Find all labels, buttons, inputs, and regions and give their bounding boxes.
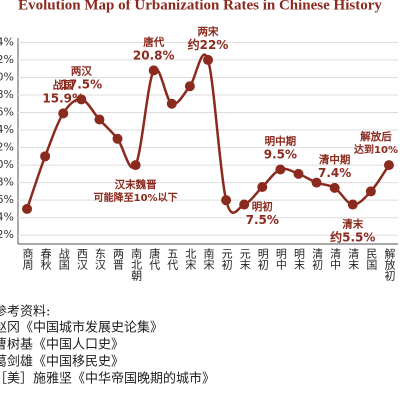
marker [166, 98, 177, 109]
value-label: 解放后达到10% [354, 130, 398, 156]
y-tick-label: 24% [0, 35, 14, 48]
marker [203, 54, 213, 65]
x-tick-label: 西汉 [75, 248, 88, 271]
y-tick-label: 22% [0, 53, 14, 66]
marker [184, 81, 195, 92]
y-tick-label: 4% [0, 211, 14, 224]
marker [22, 203, 33, 214]
value-label: 清中期 7.4% [318, 153, 351, 180]
value-label: 明中期 9.5% [264, 134, 297, 161]
reference: 曹树基《中国人口史》 [0, 338, 124, 353]
marker [311, 177, 322, 188]
marker [329, 182, 340, 193]
x-tick-label: 清中 [329, 248, 342, 270]
value-label: 汉末魏晋可能降至10%以下 [94, 178, 178, 204]
x-tick-label: 五代 [166, 248, 179, 271]
marker [40, 151, 51, 162]
references-heading: 参考资料: [0, 304, 50, 320]
reference: ［美］施雅坚《中华帝国晚期的城市》 [0, 371, 215, 387]
x-tick-label: 商周 [21, 247, 34, 271]
y-tick-label: 6% [0, 193, 14, 206]
chart-title: Evolution Map of Urbanization Rates in C… [18, 0, 382, 13]
x-tick-label: 清末 [347, 248, 360, 271]
marker [130, 160, 141, 171]
y-tick-label: 8% [0, 176, 14, 189]
marker [112, 133, 123, 144]
marker [293, 168, 304, 179]
value-label: 明初 7.5% [246, 200, 279, 227]
x-tick-label: 元初 [220, 248, 233, 271]
marker [239, 199, 250, 210]
x-tick-label: 明末 [292, 248, 305, 271]
x-tick-label: 东汉 [93, 248, 106, 271]
marker [58, 108, 69, 119]
marker [383, 160, 394, 171]
value-label: 战国 15.9% [42, 78, 84, 105]
x-tick-label: 两晋 [112, 248, 125, 271]
marker [94, 114, 105, 125]
x-tick-label: 唐代 [148, 247, 161, 271]
x-tick-label: 明初 [256, 248, 269, 271]
x-tick-label: 清初 [311, 248, 324, 271]
value-label: 清末约5.5% [330, 218, 375, 245]
y-tick-label: 16% [0, 106, 14, 119]
y-tick-label: 14% [0, 123, 14, 136]
marker [148, 65, 159, 76]
value-label: 唐代 20.8% [133, 35, 175, 62]
marker [365, 186, 376, 197]
reference: 葛剑雄《中国移民史》 [0, 354, 124, 370]
y-tick-label: 2% [0, 228, 14, 241]
x-tick-label: 民国 [365, 248, 378, 271]
x-tick-label: 元末 [238, 248, 251, 271]
y-tick-label: 20% [0, 70, 14, 83]
x-tick-label: 战国 [57, 248, 70, 271]
x-tick-label: 南北朝 [130, 248, 143, 282]
y-tick-label: 12% [0, 141, 14, 154]
x-tick-label: 明中 [274, 248, 287, 270]
marker [76, 94, 87, 105]
value-label: 两汉 17.5% [61, 64, 103, 91]
x-tick-label: 春秋 [39, 248, 52, 271]
marker [347, 199, 358, 210]
reference: 赵冈《中国城市发展史论集》 [0, 320, 163, 336]
y-tick-label: 10% [0, 158, 14, 171]
marker [257, 182, 268, 193]
y-tick-label: 18% [0, 88, 14, 101]
x-tick-label: 解放初 [383, 247, 396, 282]
x-tick-label: 北宋 [184, 248, 197, 271]
marker [275, 164, 286, 175]
marker [221, 195, 232, 206]
value-label: 两宋约22% [188, 25, 229, 52]
x-tick-label: 南宋 [202, 248, 215, 271]
